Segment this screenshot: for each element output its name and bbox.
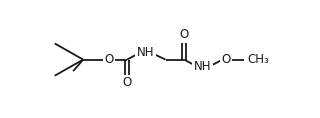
Text: NH: NH xyxy=(194,60,211,73)
Text: O: O xyxy=(221,53,230,66)
Text: O: O xyxy=(104,53,113,66)
Text: O: O xyxy=(180,28,189,41)
Text: NH: NH xyxy=(137,46,154,59)
Text: CH₃: CH₃ xyxy=(247,53,269,66)
Text: O: O xyxy=(123,76,132,89)
